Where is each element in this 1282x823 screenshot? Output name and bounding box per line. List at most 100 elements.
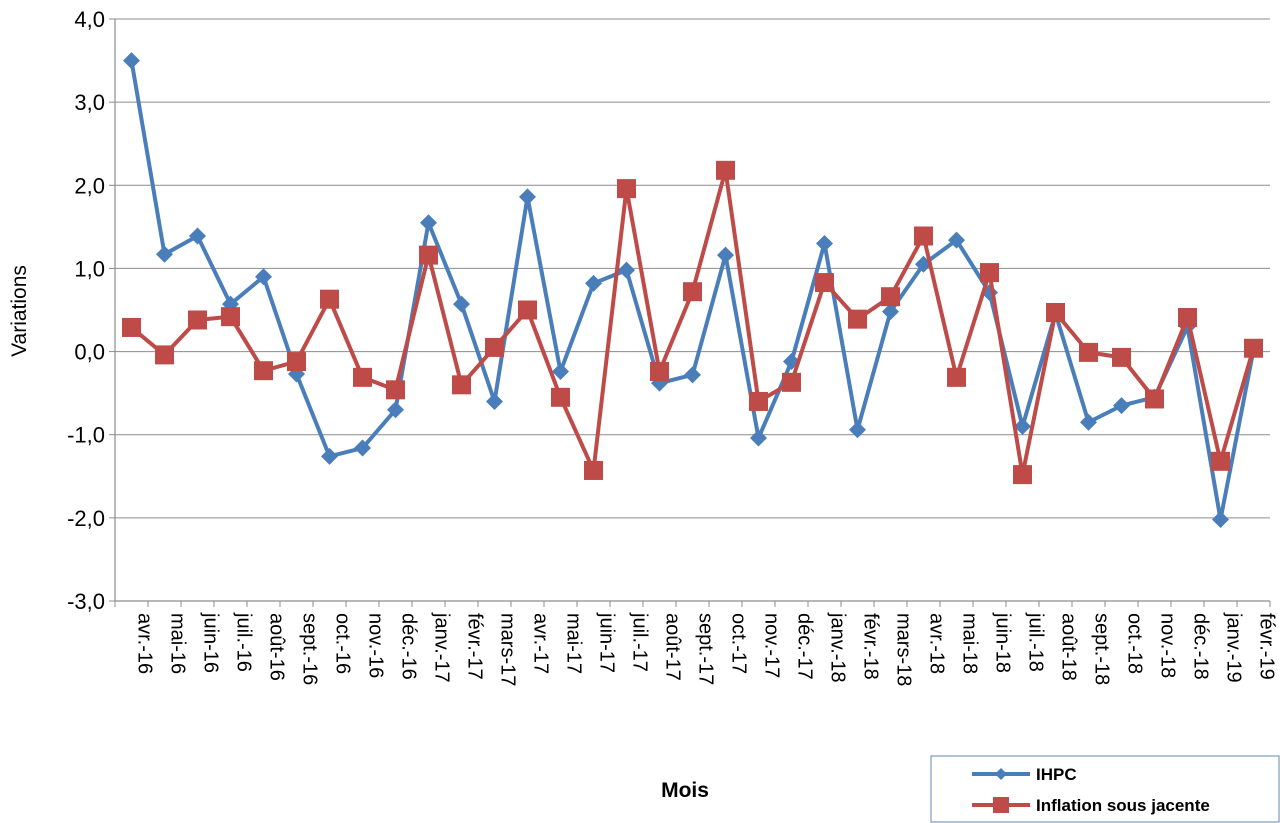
data-point <box>716 160 735 180</box>
y-tick-label: -1,0 <box>67 423 105 448</box>
x-tick-label: avr.-16 <box>134 613 156 674</box>
data-point <box>122 317 141 337</box>
x-axis-title: Mois <box>661 779 709 802</box>
data-point <box>1046 302 1065 322</box>
data-point <box>1080 413 1097 431</box>
data-point <box>123 52 140 70</box>
y-tick-label: -3,0 <box>67 589 105 614</box>
data-point <box>321 447 338 465</box>
x-tick-label: nov.-16 <box>365 613 387 678</box>
y-tick-label: -2,0 <box>67 506 105 531</box>
x-tick-label: mars-18 <box>893 613 915 686</box>
data-point <box>617 179 636 199</box>
data-point <box>1079 342 1098 362</box>
data-point <box>881 287 900 307</box>
series-line <box>130 168 1256 477</box>
x-tick-label: mai-17 <box>563 613 585 674</box>
data-point <box>156 245 173 263</box>
legend-label: IHPC <box>1036 765 1077 784</box>
legend-marker <box>995 768 1007 780</box>
data-point <box>485 337 504 357</box>
x-tick-label: sept.-18 <box>1091 613 1113 685</box>
data-point <box>947 367 966 387</box>
data-point <box>552 363 569 381</box>
legend-marker <box>993 797 1009 813</box>
data-point <box>1013 465 1032 485</box>
x-axis-ticks: avr.-16 mai-16 juin-16 juil.-16 août-16 sept.… <box>114 601 1278 686</box>
data-point <box>1211 451 1230 471</box>
x-tick-label: mars-17 <box>497 613 519 686</box>
data-point <box>320 289 339 309</box>
data-point <box>815 273 834 293</box>
data-point <box>1145 389 1164 409</box>
data-point <box>189 227 206 245</box>
x-tick-label: avr.-17 <box>530 613 552 674</box>
data-point <box>914 226 933 246</box>
data-point <box>980 263 999 283</box>
x-tick-label: janv.-19 <box>1223 612 1245 683</box>
data-point <box>452 375 471 395</box>
data-point <box>849 421 866 439</box>
x-tick-label: janv.-17 <box>431 612 453 683</box>
x-tick-label: déc.-16 <box>398 613 420 680</box>
y-tick-label: 4,0 <box>74 7 105 32</box>
x-tick-label: nov.-18 <box>1157 613 1179 678</box>
x-tick-label: sept.-17 <box>695 613 717 685</box>
x-tick-label: juil.-16 <box>233 612 255 672</box>
data-point <box>816 234 833 252</box>
data-point <box>155 345 174 365</box>
data-point <box>386 380 405 400</box>
gridlines <box>115 18 1270 519</box>
data-point <box>782 372 801 392</box>
x-tick-label: déc.-18 <box>1190 613 1212 680</box>
x-tick-label: févr.-18 <box>860 613 882 680</box>
data-point <box>1178 307 1197 327</box>
x-tick-label: févr.-17 <box>464 613 486 680</box>
y-tick-label: 3,0 <box>74 90 105 115</box>
x-tick-label: août-17 <box>662 613 684 681</box>
data-point <box>221 307 240 327</box>
series-group <box>122 52 1263 529</box>
x-tick-label: déc.-17 <box>794 613 816 680</box>
data-point <box>420 214 437 232</box>
x-tick-label: oct.-16 <box>332 613 354 674</box>
data-point <box>353 367 372 387</box>
y-axis-title: Variations <box>8 265 31 357</box>
x-tick-label: août-18 <box>1058 613 1080 681</box>
x-tick-label: juin-17 <box>596 612 618 673</box>
y-tick-label: 0,0 <box>74 340 105 365</box>
x-tick-label: févr.-19 <box>1256 613 1278 680</box>
data-point <box>1244 338 1263 358</box>
x-tick-label: mai-16 <box>167 613 189 674</box>
x-tick-label: oct.-17 <box>728 613 750 674</box>
x-tick-label: juin-18 <box>992 612 1014 673</box>
data-point <box>255 268 272 286</box>
data-point <box>419 245 438 265</box>
data-point <box>551 387 570 407</box>
x-tick-label: juil.-18 <box>1025 612 1047 672</box>
data-point <box>584 460 603 480</box>
y-tick-label: 2,0 <box>74 173 105 198</box>
data-point <box>948 231 965 249</box>
data-point <box>750 429 767 447</box>
axes <box>114 19 1270 602</box>
legend-item: Inflation sous jacente <box>972 796 1210 815</box>
data-point <box>749 391 768 411</box>
data-point <box>254 361 273 381</box>
data-point <box>618 261 635 279</box>
data-point <box>684 366 701 384</box>
x-tick-label: juil.-17 <box>629 612 651 672</box>
data-point <box>1014 417 1031 435</box>
x-tick-label: sept.-16 <box>299 613 321 685</box>
legend-item: IHPC <box>972 765 1077 784</box>
data-point <box>518 300 537 320</box>
series-inflation-sous-jacente <box>122 160 1263 485</box>
data-point <box>486 392 503 410</box>
x-tick-label: oct.-18 <box>1124 613 1146 674</box>
legend-label: Inflation sous jacente <box>1036 796 1210 815</box>
data-point <box>387 401 404 419</box>
data-point <box>848 309 867 329</box>
data-point <box>1113 397 1130 415</box>
x-tick-label: nov.-17 <box>761 613 783 678</box>
